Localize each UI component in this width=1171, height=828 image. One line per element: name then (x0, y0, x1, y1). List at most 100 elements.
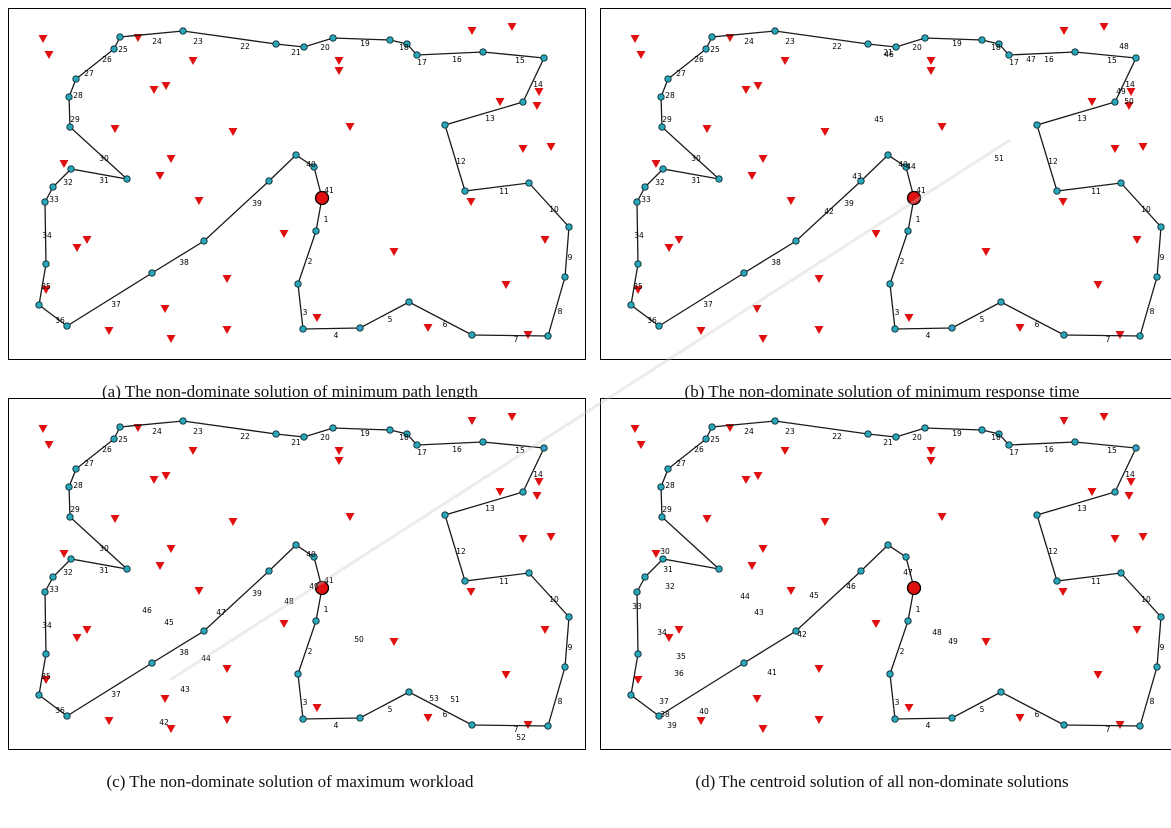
segment-label: 18 (991, 43, 1001, 52)
segment-label: 28 (73, 481, 83, 490)
segment-label: 16 (1044, 445, 1054, 454)
waypoint-node (659, 555, 667, 563)
waypoint-node (356, 714, 364, 722)
target-marker (780, 57, 790, 65)
waypoint-node (540, 54, 548, 62)
segment-label: 34 (42, 621, 52, 630)
waypoint-node (148, 269, 156, 277)
target-marker (495, 98, 505, 106)
waypoint-node (403, 40, 411, 48)
waypoint-node (891, 325, 899, 333)
waypoint-node (292, 541, 300, 549)
segment-label: 1 (916, 605, 921, 614)
target-marker (1015, 714, 1025, 722)
target-marker (1110, 145, 1120, 153)
waypoint-node (1117, 569, 1125, 577)
target-marker (651, 550, 661, 558)
segment-label: 38 (179, 258, 189, 267)
target-marker (41, 286, 51, 294)
caption-b: (b) The non-dominate solution of minimum… (684, 382, 1080, 401)
waypoint-node (1005, 441, 1013, 449)
waypoint-node (403, 430, 411, 438)
waypoint-node (857, 177, 865, 185)
target-marker (1087, 98, 1097, 106)
segment-label: 32 (63, 178, 73, 187)
segment-label: 12 (1048, 157, 1058, 166)
segment-label: 10 (549, 595, 559, 604)
target-marker (104, 717, 114, 725)
target-marker (222, 665, 232, 673)
waypoint-node (921, 424, 929, 432)
segment-label: 31 (99, 176, 109, 185)
target-marker (814, 665, 824, 673)
target-marker (741, 476, 751, 484)
waypoint-node (892, 43, 900, 51)
segment-label: 15 (515, 446, 525, 455)
waypoint-node (641, 573, 649, 581)
waypoint-node (792, 237, 800, 245)
route-plot: 1234567891011121314151617181920212223242… (35, 413, 573, 742)
target-marker (937, 123, 947, 131)
target-marker (702, 515, 712, 523)
segment-label: 8 (558, 697, 563, 706)
target-marker (507, 23, 517, 31)
segment-label: 32 (665, 582, 675, 591)
target-marker (633, 286, 643, 294)
segment-label: 31 (99, 566, 109, 575)
segment-label: 16 (452, 445, 462, 454)
waypoint-node (265, 177, 273, 185)
segment-label: 40 (306, 550, 316, 559)
waypoint-node (995, 40, 1003, 48)
waypoint-node (41, 198, 49, 206)
segment-label: 42 (797, 630, 807, 639)
waypoint-node (525, 179, 533, 187)
segment-label: 16 (1044, 55, 1054, 64)
segment-label: 27 (84, 459, 94, 468)
target-marker (72, 244, 82, 252)
waypoint-node (657, 93, 665, 101)
segment-label: 10 (1141, 595, 1151, 604)
segment-label: 12 (456, 157, 466, 166)
segment-label: 7 (1106, 335, 1111, 344)
waypoint-node (1053, 577, 1061, 585)
waypoint-node (110, 435, 118, 443)
target-marker (747, 562, 757, 570)
waypoint-node (884, 151, 892, 159)
target-marker (279, 230, 289, 238)
target-marker (747, 172, 757, 180)
waypoint-node (892, 433, 900, 441)
segment-label: 10 (1141, 205, 1151, 214)
segment-label: 45 (164, 618, 174, 627)
segment-label: 6 (443, 710, 448, 719)
waypoint-node (116, 423, 124, 431)
waypoint-node (634, 650, 642, 658)
segment-label: 36 (55, 316, 65, 325)
segment-label: 39 (252, 199, 262, 208)
waypoint-node (41, 588, 49, 596)
target-marker (160, 305, 170, 313)
waypoint-node (658, 123, 666, 131)
waypoint-node (386, 36, 394, 44)
target-marker (467, 27, 477, 35)
waypoint-node (978, 426, 986, 434)
segment-label: 21 (883, 438, 893, 447)
waypoint-node (857, 567, 865, 575)
segment-label: 27 (676, 459, 686, 468)
segment-label: 12 (1048, 547, 1058, 556)
segment-label: 29 (70, 505, 80, 514)
target-marker (110, 125, 120, 133)
waypoint-node (116, 33, 124, 41)
segment-label: 35 (41, 672, 51, 681)
segment-label: 31 (663, 565, 673, 574)
target-marker (674, 626, 684, 634)
route-line (38, 30, 570, 337)
segment-label: 45 (809, 591, 819, 600)
target-marker (1015, 324, 1025, 332)
segment-label: 27 (84, 69, 94, 78)
segment-label: 4 (926, 721, 931, 730)
segment-label: 43 (754, 608, 764, 617)
segment-label: 17 (1009, 448, 1019, 457)
target-marker (423, 324, 433, 332)
segment-label: 2 (900, 257, 905, 266)
waypoint-node (1071, 438, 1079, 446)
